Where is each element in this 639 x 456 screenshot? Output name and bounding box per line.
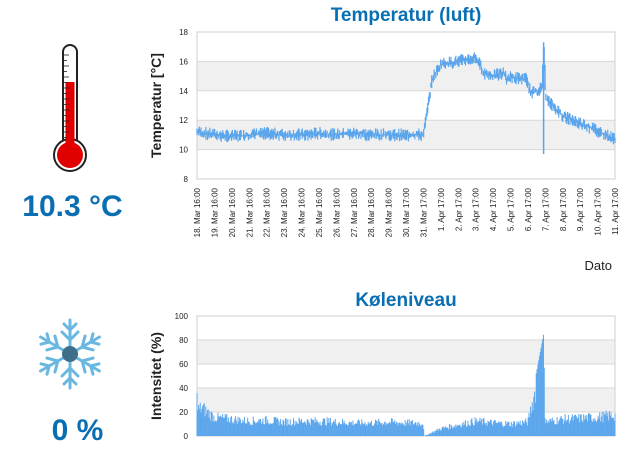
thermometer-icon (53, 44, 87, 172)
x-tick-label: 18. Mar 16:00 (193, 187, 202, 237)
temperature-chart: 8 10 12 14 16 18 Temperatur [°C] 18. Mar 16:00 1… (148, 28, 620, 273)
x-tick-label: 21. Mar 16:00 (245, 187, 254, 237)
y-tick-label: 16 (179, 57, 188, 66)
y-tick-label: 12 (179, 116, 188, 125)
temperature-chart-title: Temperatur (luft) (330, 5, 482, 26)
y-tick-label: 10 (179, 146, 188, 155)
y-tick-label: 0 (184, 432, 189, 441)
x-tick-label: 4. Apr 17:00 (489, 187, 498, 231)
data-series (196, 334, 616, 436)
y-tick-label: 14 (179, 87, 188, 96)
y-tick-label: 60 (179, 360, 188, 369)
plot-frame (196, 31, 616, 180)
x-tick-label: 1. Apr 17:00 (437, 187, 446, 231)
x-tick-label: 28. Mar 16:00 (367, 187, 376, 237)
data-series (196, 42, 616, 155)
grid-band (197, 364, 615, 388)
temperature-value: 10.3 °C (22, 190, 123, 223)
x-tick-label: 24. Mar 16:00 (298, 187, 307, 237)
x-tick-label: 6. Apr 17:00 (524, 187, 533, 231)
grid-band (197, 340, 615, 364)
x-tick-label: 22. Mar 16:00 (263, 187, 272, 237)
x-tick-label: 26. Mar 16:00 (332, 187, 341, 237)
snowflake-icon (39, 318, 101, 390)
x-tick-label: 23. Mar 16:00 (280, 187, 289, 237)
x-tick-label: 30. Mar 17:00 (402, 187, 411, 237)
y-tick-label: 20 (179, 408, 188, 417)
x-tick-label: 29. Mar 16:00 (385, 187, 394, 237)
cooling-chart-title: Køleniveau (355, 290, 457, 311)
x-tick-label: 20. Mar 16:00 (228, 187, 237, 237)
cooling-chart: 0 20 40 60 80 100 Intensitet (%) (148, 312, 616, 441)
grid-band (197, 388, 615, 412)
y-tick-label: 100 (175, 312, 189, 321)
x-tick-label: 27. Mar 16:00 (350, 187, 359, 237)
y-tick-label: 18 (179, 28, 188, 37)
x-tick-label: 19. Mar 16:00 (210, 187, 219, 237)
y-tick-label: 8 (184, 175, 189, 184)
grid-band (197, 316, 615, 340)
x-tick-label: 2. Apr 17:00 (454, 187, 463, 231)
y-axis-title: Temperatur [°C] (148, 53, 164, 158)
y-tick-label: 40 (179, 384, 188, 393)
x-tick-label: 3. Apr 17:00 (472, 187, 481, 231)
x-tick-label: 9. Apr 17:00 (576, 187, 585, 231)
x-tick-label: 25. Mar 16:00 (315, 187, 324, 237)
y-tick-label: 80 (179, 336, 188, 345)
x-tick-label: 5. Apr 17:00 (507, 187, 516, 231)
cooling-value: 0 % (51, 414, 104, 447)
x-tick-label: 8. Apr 17:00 (559, 187, 568, 231)
grid-band (197, 149, 615, 179)
grid-band (197, 61, 615, 91)
x-axis-title: Dato (585, 258, 612, 273)
x-tick-label: 7. Apr 17:00 (541, 187, 550, 231)
y-axis-title: Intensitet (%) (148, 332, 164, 420)
x-tick-label: 10. Apr 17:00 (594, 187, 603, 235)
grid-band (197, 32, 615, 62)
x-tick-label: 31. Mar 17:00 (419, 187, 428, 237)
x-tick-label: 11. Apr 17:00 (611, 187, 620, 235)
